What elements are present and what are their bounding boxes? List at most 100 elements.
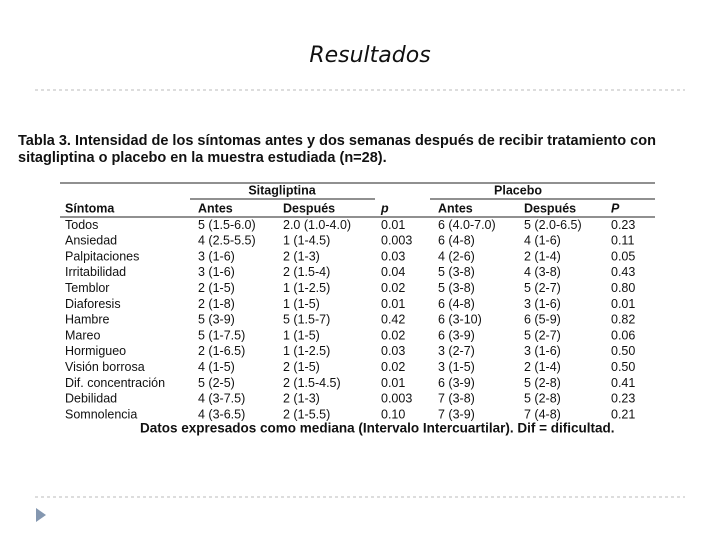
- table-cell: 3 (1-6): [524, 344, 561, 358]
- table-cell: 1 (1-5): [283, 297, 320, 311]
- table-cell: 0.01: [381, 218, 405, 232]
- table-cell: 3 (1-6): [524, 297, 561, 311]
- table-cell: 2 (1-5): [283, 360, 320, 374]
- table-cell: 7 (4-8): [524, 407, 561, 421]
- table-cell: 1 (1-2.5): [283, 281, 330, 295]
- table-cell: 5 (2-7): [524, 328, 561, 342]
- row-label: Ansiedad: [65, 234, 117, 248]
- table-cell: 0.50: [611, 360, 635, 374]
- table-cell: 2 (1-8): [198, 297, 235, 311]
- table-cell: 5 (1.5-6.0): [198, 218, 256, 232]
- table-cell: 5 (1-7.5): [198, 328, 245, 342]
- table-cell: 4 (3-6.5): [198, 407, 245, 421]
- table-cell: 3 (2-7): [438, 344, 475, 358]
- table-cell: 0.11: [611, 234, 634, 248]
- table-cell: 0.02: [381, 328, 405, 342]
- table-cell: 3 (1-6): [198, 249, 235, 263]
- table-cell: 5 (2-5): [198, 376, 235, 390]
- table-cell: 0.06: [611, 328, 635, 342]
- table-cell: 2 (1-3): [283, 249, 320, 263]
- row-label: Debilidad: [65, 392, 117, 406]
- table-cell: 0.23: [611, 392, 635, 406]
- footnote: Datos expresados como mediana (Intervalo…: [140, 421, 615, 436]
- table-cell: 0.02: [381, 281, 405, 295]
- group-header: Placebo: [494, 183, 542, 197]
- table-cell: 6 (3-9): [438, 376, 475, 390]
- table-cell: 0.82: [611, 313, 635, 327]
- table-cell: 0.80: [611, 281, 635, 295]
- column-header: p: [380, 201, 389, 215]
- row-label: Diaforesis: [65, 297, 121, 311]
- table-cell: 0.05: [611, 249, 635, 263]
- table-cell: 5 (2-7): [524, 281, 561, 295]
- group-header: Sitagliptina: [248, 183, 316, 197]
- table-cell: 0.01: [381, 376, 405, 390]
- table-cell: 5 (3-8): [438, 265, 475, 279]
- row-label: Todos: [65, 218, 98, 232]
- caption-line: Tabla 3. Intensidad de los síntomas ante…: [18, 133, 656, 149]
- row-label: Dif. concentración: [65, 376, 165, 390]
- table-cell: 0.01: [611, 297, 635, 311]
- column-header: Después: [524, 201, 576, 215]
- table-cell: 6 (4-8): [438, 234, 475, 248]
- row-label: Mareo: [65, 328, 100, 342]
- nav-arrow[interactable]: [36, 508, 46, 522]
- row-label: Hambre: [65, 313, 110, 327]
- table-cell: 0.43: [611, 265, 635, 279]
- column-header: Antes: [438, 201, 473, 215]
- table-cell: 2 (1-3): [283, 392, 320, 406]
- slide-title: Resultados: [309, 43, 430, 68]
- table-cell: 4 (3-7.5): [198, 392, 245, 406]
- table-cell: 2 (1-5): [198, 281, 235, 295]
- table-cell: 1 (1-4.5): [283, 234, 330, 248]
- table-cell: 6 (3-10): [438, 313, 482, 327]
- table-cell: 5 (2-8): [524, 376, 561, 390]
- table-cell: 2 (1-5.5): [283, 407, 330, 421]
- table-cell: 0.003: [381, 234, 412, 248]
- table-cell: 7 (3-9): [438, 407, 475, 421]
- table-cell: 5 (3-8): [438, 281, 475, 295]
- table-cell: 0.04: [381, 265, 405, 279]
- column-header: Síntoma: [65, 201, 115, 215]
- column-header: Antes: [198, 201, 233, 215]
- table-cell: 5 (2.0-6.5): [524, 218, 582, 232]
- table-cell: 2 (1-4): [524, 249, 561, 263]
- row-label: Irritabilidad: [65, 265, 126, 279]
- table-cell: 0.003: [381, 392, 412, 406]
- table-cell: 4 (1-5): [198, 360, 235, 374]
- column-header: Después: [283, 201, 335, 215]
- table-cell: 0.23: [611, 218, 635, 232]
- table-cell: 5 (2-8): [524, 392, 561, 406]
- row-label: Temblor: [65, 281, 109, 295]
- table-cell: 0.02: [381, 360, 405, 374]
- table-cell: 2 (1-6.5): [198, 344, 245, 358]
- caption-line: sitagliptina o placebo en la muestra est…: [18, 150, 387, 166]
- table-cell: 4 (2-6): [438, 249, 475, 263]
- table-cell: 0.10: [381, 407, 405, 421]
- table-cell: 3 (1-5): [438, 360, 475, 374]
- row-label: Palpitaciones: [65, 249, 139, 263]
- table-cell: 6 (3-9): [438, 328, 475, 342]
- table-cell: 2 (1-4): [524, 360, 561, 374]
- table-cell: 1 (1-5): [283, 328, 320, 342]
- table-cell: 5 (3-9): [198, 313, 235, 327]
- table-cell: 6 (4-8): [438, 297, 475, 311]
- table-cell: 2 (1.5-4.5): [283, 376, 341, 390]
- table-cell: 5 (1.5-7): [283, 313, 330, 327]
- table-cell: 7 (3-8): [438, 392, 475, 406]
- table-cell: 1 (1-2.5): [283, 344, 330, 358]
- table-cell: 6 (5-9): [524, 313, 561, 327]
- table-cell: 6 (4.0-7.0): [438, 218, 496, 232]
- column-header: P: [611, 201, 620, 215]
- table-cell: 0.03: [381, 344, 405, 358]
- table-cell: 0.42: [381, 313, 405, 327]
- row-label: Somnolencia: [65, 407, 137, 421]
- row-label: Visión borrosa: [65, 360, 145, 374]
- table-cell: 0.03: [381, 249, 405, 263]
- table-cell: 0.01: [381, 297, 405, 311]
- table-cell: 3 (1-6): [198, 265, 235, 279]
- table-cell: 4 (1-6): [524, 234, 561, 248]
- table-cell: 0.41: [611, 376, 635, 390]
- table-cell: 2 (1.5-4): [283, 265, 330, 279]
